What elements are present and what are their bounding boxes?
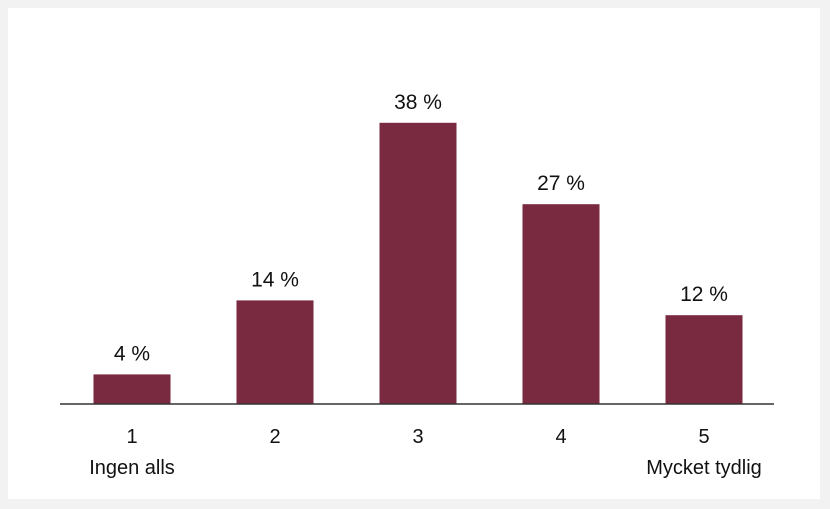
category-sublabels-group: Ingen alls Mycket tydlig xyxy=(89,457,762,479)
tick-label-2: 2 xyxy=(269,426,280,448)
chart-frame: 4 % 14 % 38 % 27 % 12 % 1 2 3 4 5 Ingen alls Myck… xyxy=(8,8,820,499)
value-label-1: 4 % xyxy=(114,342,150,365)
tick-label-4: 4 xyxy=(555,426,566,448)
value-label-5: 12 % xyxy=(680,283,728,306)
sublabel-5: Mycket tydlig xyxy=(646,457,762,479)
bars-group xyxy=(93,122,743,405)
tick-label-1: 1 xyxy=(126,426,137,448)
value-label-2: 14 % xyxy=(251,268,299,291)
bar-3 xyxy=(379,122,457,405)
sublabel-1: Ingen alls xyxy=(89,457,175,479)
tick-labels-group: 1 2 3 4 5 xyxy=(126,426,709,448)
tick-label-3: 3 xyxy=(412,426,423,448)
value-label-3: 38 % xyxy=(394,91,442,114)
value-labels-group: 4 % 14 % 38 % 27 % 12 % xyxy=(114,91,728,366)
tick-label-5: 5 xyxy=(698,426,709,448)
value-label-4: 27 % xyxy=(537,172,585,195)
bar-5 xyxy=(665,315,743,404)
bar-1 xyxy=(93,374,171,404)
bar-chart: 4 % 14 % 38 % 27 % 12 % 1 2 3 4 5 Ingen alls Myck… xyxy=(60,91,774,479)
bar-2 xyxy=(236,300,314,404)
bar-4 xyxy=(522,204,600,404)
